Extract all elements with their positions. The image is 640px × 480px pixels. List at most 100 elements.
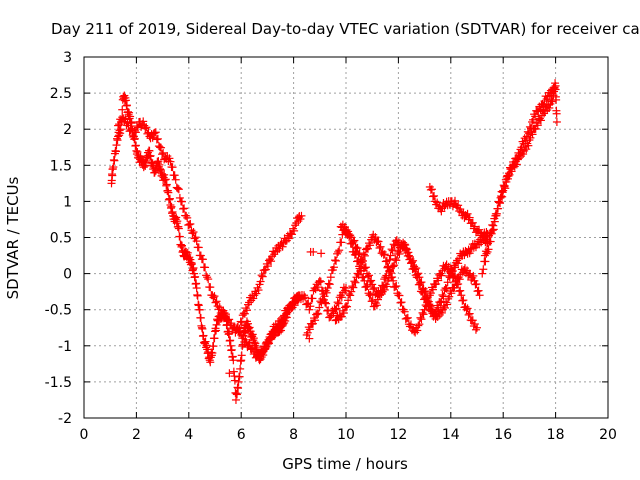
data-point [255, 354, 264, 363]
data-point [474, 286, 483, 295]
data-point [346, 291, 355, 300]
data-point [404, 251, 413, 260]
x-tick-label: 10 [337, 427, 355, 443]
data-point [340, 222, 349, 231]
data-point [412, 264, 421, 273]
data-point [497, 187, 506, 196]
data-point [417, 315, 426, 324]
data-point [489, 221, 498, 230]
data-point [151, 128, 160, 137]
data-point [193, 291, 202, 300]
data-point [500, 181, 509, 190]
data-point [231, 388, 240, 397]
data-point [329, 263, 338, 272]
x-tick-label: 12 [389, 427, 407, 443]
data-point [315, 303, 324, 312]
data-point [109, 163, 118, 172]
data-point [343, 302, 352, 311]
data-point [236, 364, 245, 373]
y-tick-label: 3 [63, 50, 72, 66]
data-point [330, 256, 339, 265]
data-point [350, 236, 359, 245]
data-point [484, 239, 493, 248]
data-point [122, 101, 131, 110]
data-point [196, 313, 205, 322]
x-tick-label: 0 [80, 427, 89, 443]
data-point [172, 183, 181, 192]
x-tick-label: 4 [184, 427, 193, 443]
data-point [290, 301, 299, 310]
data-point [536, 116, 545, 125]
data-point [351, 278, 360, 287]
data-point [118, 105, 127, 114]
data-point [337, 238, 346, 247]
y-tick-label: -1 [58, 339, 72, 355]
data-point [391, 254, 400, 263]
data-point [395, 249, 404, 258]
data-point [473, 323, 481, 332]
data-point [142, 123, 151, 132]
data-point [203, 273, 212, 282]
data-point [258, 349, 267, 358]
data-point [194, 243, 203, 252]
data-point [212, 297, 221, 306]
chart-title: Day 211 of 2019, Sidereal Day-to-day VTE… [51, 20, 640, 38]
data-point [498, 188, 507, 197]
data-point [457, 291, 466, 300]
data-point [427, 185, 436, 194]
data-point [397, 298, 406, 307]
data-point [305, 325, 314, 334]
data-point [257, 271, 266, 280]
data-point [465, 309, 474, 318]
data-point [438, 290, 447, 299]
data-point [235, 372, 244, 381]
x-tick-label: 20 [599, 427, 617, 443]
data-point [191, 272, 200, 281]
y-tick-label: 1.5 [50, 158, 72, 174]
data-point [380, 275, 389, 284]
data-point [339, 309, 348, 318]
x-tick-label: 16 [494, 427, 512, 443]
data-point [267, 257, 276, 266]
y-tick-label: -0.5 [45, 303, 72, 319]
data-point [225, 369, 234, 378]
data-point [545, 103, 554, 112]
axis-ticks: 0 2 4 6 8 10 12 14 16 18 20 -2 -1.5 -1 -0.5 0 0.5 1 1.5 2 2.… [45, 50, 617, 443]
data-point [222, 310, 231, 319]
data-point [192, 237, 201, 246]
data-point [455, 275, 464, 284]
data-point [504, 169, 513, 178]
data-point [129, 132, 138, 141]
data-point [524, 141, 533, 150]
data-point [240, 309, 249, 318]
data-point [436, 298, 445, 307]
data-point [401, 246, 410, 255]
data-point [434, 303, 443, 312]
data-point [306, 302, 315, 311]
data-point [390, 261, 399, 270]
data-point [166, 157, 175, 166]
data-point [198, 324, 207, 333]
data-point [324, 279, 333, 288]
data-point [372, 301, 381, 310]
data-point [202, 271, 211, 280]
data-point [308, 294, 317, 303]
data-point [408, 258, 417, 267]
data-point [284, 234, 293, 243]
y-axis-label: SDTVAR / TECUs [4, 176, 22, 299]
data-point [526, 124, 535, 133]
data-point [488, 220, 497, 229]
data-point [261, 265, 270, 274]
data-point [524, 129, 533, 138]
data-point [189, 228, 198, 237]
data-point [382, 282, 391, 291]
data-point [254, 286, 263, 295]
data-point [301, 293, 310, 302]
data-point [365, 271, 374, 280]
data-point [492, 211, 501, 220]
data-point [192, 284, 201, 293]
data-point [552, 95, 561, 104]
data-point [332, 256, 341, 265]
data-point [495, 198, 504, 207]
